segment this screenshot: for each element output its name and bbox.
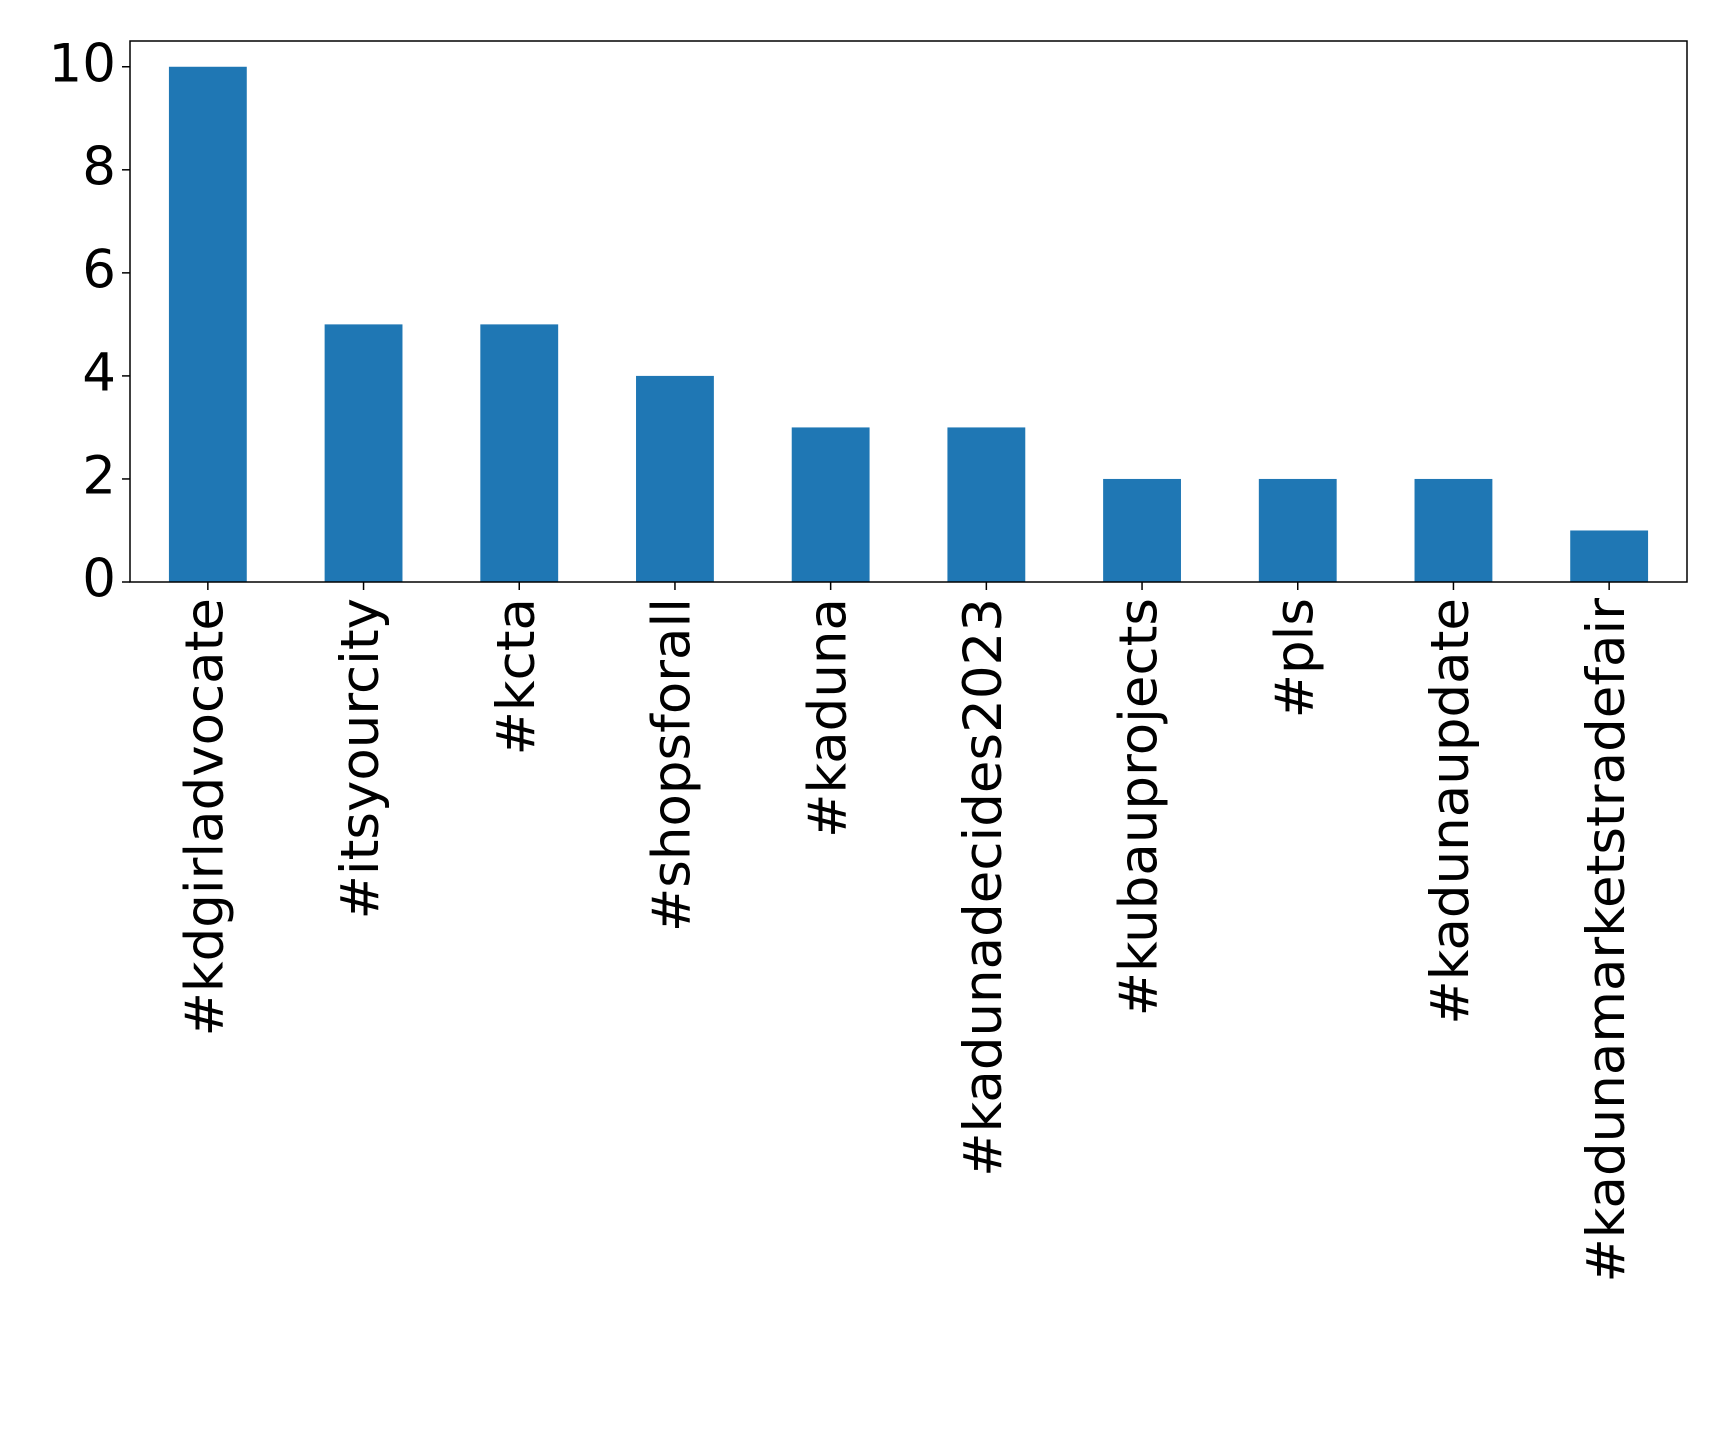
y-tick-label: 10 (49, 33, 116, 94)
y-tick-label: 8 (82, 136, 116, 197)
axes-frame (129, 40, 1688, 583)
x-tick-label: #kadunaupdate (1420, 598, 1481, 1025)
bar (636, 375, 714, 582)
bar (1570, 530, 1649, 582)
bar (947, 427, 1026, 582)
bar (1414, 478, 1493, 582)
y-tick-label: 6 (82, 239, 116, 300)
bar (168, 66, 247, 582)
x-tick-label: #kdgirladvocate (174, 598, 235, 1037)
x-tick-label: #kcta (486, 598, 547, 756)
y-tick-label: 0 (82, 549, 116, 610)
bar (1103, 478, 1181, 582)
x-tick-label: #kadunadecides2023 (953, 598, 1014, 1177)
y-tick-label: 2 (82, 446, 116, 507)
bar (1258, 478, 1337, 582)
bar (324, 324, 403, 582)
bar (480, 324, 559, 582)
x-tick-label: #itsyourcity (330, 598, 391, 920)
y-tick-label: 4 (82, 343, 116, 404)
x-tick-label: #kadunamarketstradefair (1576, 598, 1637, 1283)
x-tick-label: #pls (1264, 598, 1325, 718)
x-tick-label: #shopsforall (642, 598, 703, 932)
x-tick-label: #kubauprojects (1109, 598, 1170, 1016)
x-tick-label: #kaduna (797, 598, 858, 838)
bar (791, 427, 870, 582)
